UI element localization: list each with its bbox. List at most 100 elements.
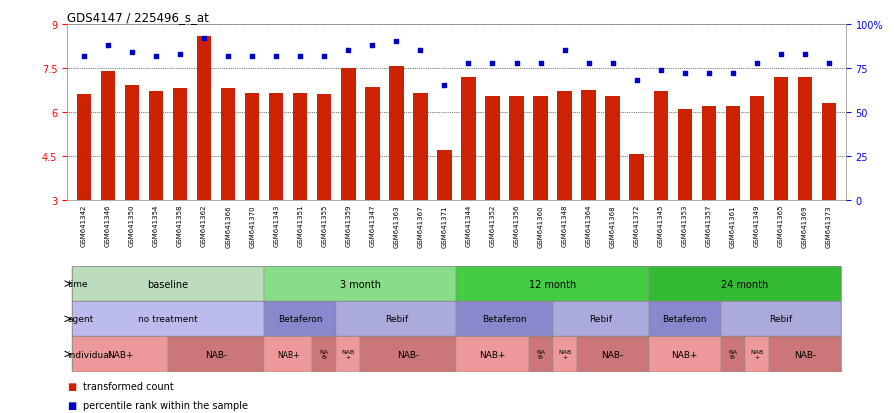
Point — [124, 50, 139, 56]
Text: NAB-: NAB- — [601, 350, 623, 358]
Point — [245, 53, 259, 59]
Bar — [653, 92, 667, 200]
Text: NAB+: NAB+ — [276, 350, 299, 358]
Bar — [772, 77, 788, 200]
Text: NAB+: NAB+ — [670, 350, 697, 358]
Bar — [72, 301, 264, 337]
Bar — [336, 301, 456, 337]
Text: Rebif: Rebif — [769, 315, 791, 323]
Text: individual: individual — [68, 350, 112, 358]
Text: percentile rank within the sample: percentile rank within the sample — [83, 400, 248, 410]
Point — [797, 51, 811, 58]
Point — [821, 60, 835, 66]
Text: GDS4147 / 225496_s_at: GDS4147 / 225496_s_at — [67, 11, 209, 24]
Text: time: time — [68, 280, 89, 288]
Bar — [456, 301, 552, 337]
Bar — [316, 95, 331, 200]
Point — [221, 53, 235, 59]
Text: NA
B-: NA B- — [728, 349, 737, 359]
Bar — [148, 92, 163, 200]
Bar — [101, 71, 115, 200]
Point — [101, 43, 115, 49]
Bar — [77, 95, 91, 200]
Bar — [245, 93, 259, 200]
Point — [653, 67, 667, 74]
Bar — [269, 93, 283, 200]
Point — [316, 53, 331, 59]
Bar — [173, 89, 187, 200]
Point — [628, 78, 643, 84]
Point — [77, 53, 91, 59]
Point — [148, 53, 163, 59]
Bar — [460, 77, 475, 200]
Text: baseline: baseline — [148, 279, 189, 289]
Bar — [720, 337, 744, 372]
Text: agent: agent — [68, 315, 94, 323]
Bar — [197, 36, 211, 200]
Point — [557, 48, 571, 55]
Text: NAB-: NAB- — [793, 350, 815, 358]
Bar — [701, 107, 715, 200]
Bar — [557, 92, 571, 200]
Point — [772, 51, 788, 58]
Text: Betaferon: Betaferon — [662, 315, 706, 323]
Text: NAB-: NAB- — [205, 350, 227, 358]
Text: NA
B-: NA B- — [536, 349, 544, 359]
Point — [365, 43, 379, 49]
Bar — [576, 337, 648, 372]
Bar — [509, 97, 523, 200]
Point — [269, 53, 283, 59]
Text: NAB+: NAB+ — [106, 350, 133, 358]
Bar — [456, 266, 648, 301]
Point — [437, 83, 451, 90]
Bar — [533, 97, 547, 200]
Bar — [749, 97, 763, 200]
Bar — [552, 301, 648, 337]
Text: Rebif: Rebif — [588, 315, 611, 323]
Point — [413, 48, 427, 55]
Text: NAB
+: NAB + — [749, 349, 763, 359]
Bar — [264, 301, 336, 337]
Bar — [628, 155, 643, 200]
Text: Betaferon: Betaferon — [278, 315, 322, 323]
Text: transformed count: transformed count — [83, 381, 173, 391]
Point — [725, 71, 739, 77]
Text: NAB+: NAB+ — [478, 350, 505, 358]
Point — [173, 51, 187, 58]
Bar — [264, 266, 456, 301]
Point — [701, 71, 715, 77]
Bar — [797, 77, 811, 200]
Bar — [312, 337, 336, 372]
Text: ■: ■ — [67, 400, 76, 410]
Text: 12 month: 12 month — [528, 279, 576, 289]
Text: no treatment: no treatment — [138, 315, 198, 323]
Bar — [604, 97, 620, 200]
Bar — [437, 151, 451, 200]
Bar — [768, 337, 840, 372]
Bar — [648, 266, 840, 301]
Bar — [168, 337, 264, 372]
Bar — [725, 107, 739, 200]
Point — [389, 39, 403, 45]
Point — [677, 71, 691, 77]
Bar — [341, 69, 355, 200]
Point — [509, 60, 523, 66]
Bar — [72, 266, 264, 301]
Bar — [389, 67, 403, 200]
Bar — [648, 301, 720, 337]
Text: ■: ■ — [67, 381, 76, 391]
Text: NAB
+: NAB + — [557, 349, 570, 359]
Bar — [485, 97, 499, 200]
Text: 3 month: 3 month — [340, 279, 380, 289]
Bar — [677, 109, 691, 200]
Bar — [552, 337, 576, 372]
Point — [292, 53, 307, 59]
Bar — [456, 337, 528, 372]
Bar — [744, 337, 768, 372]
Text: NAB
+: NAB + — [342, 349, 355, 359]
Bar — [124, 86, 139, 200]
Point — [605, 60, 620, 66]
Point — [581, 60, 595, 66]
Bar — [648, 337, 720, 372]
Bar — [528, 337, 552, 372]
